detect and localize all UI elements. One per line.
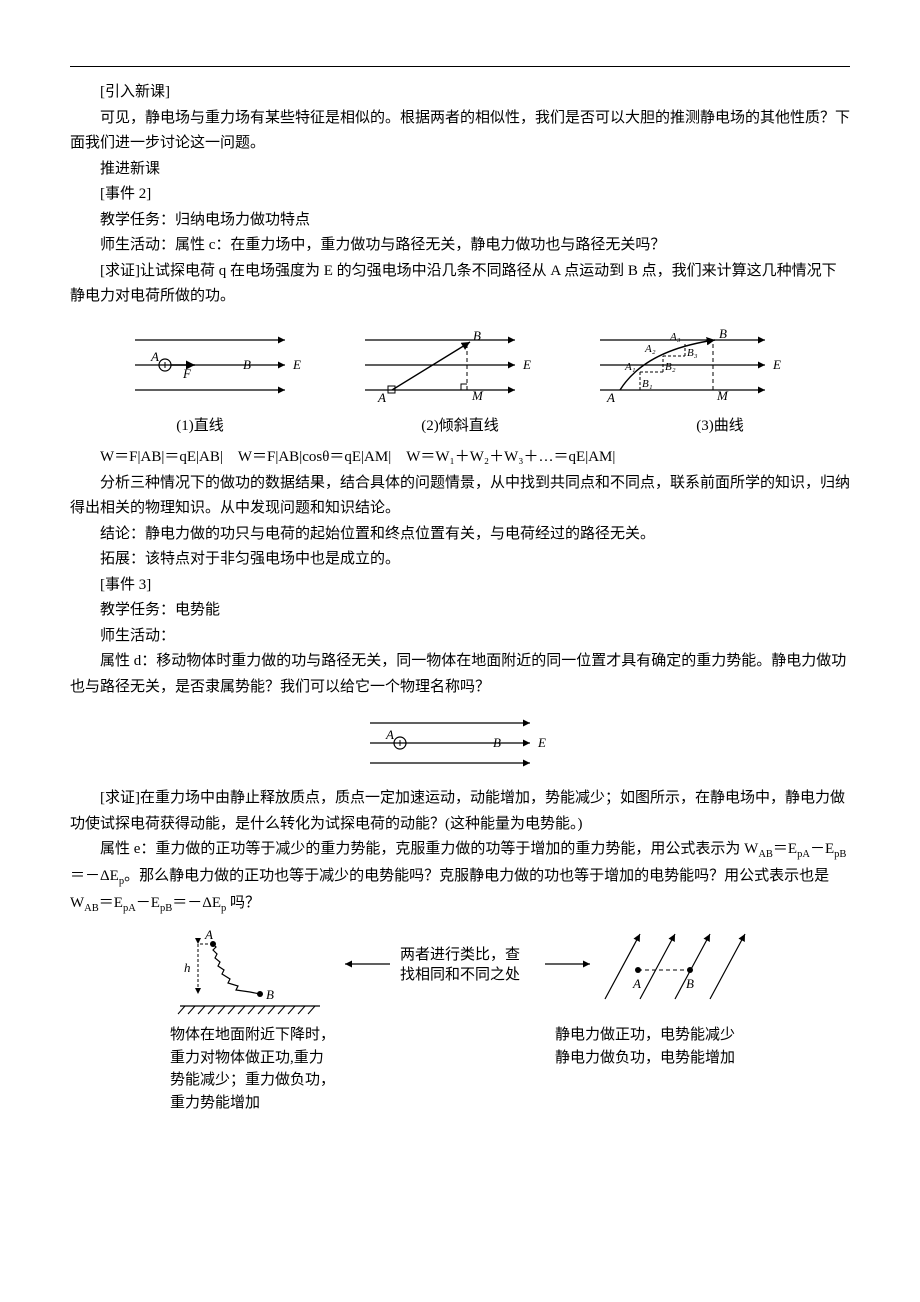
label-B: B (243, 357, 251, 372)
label-B: B (473, 328, 481, 343)
label-B1: B₁ (642, 378, 653, 390)
paragraph: [事件 2] (70, 182, 850, 208)
label-A2: A₂ (644, 343, 656, 355)
formula-line: W＝F|AB|＝qE|AB| W＝F|AB|cosθ＝qE|AM| W＝W₁＋W… (70, 445, 850, 471)
fig1-caption-1: (1)直线 (70, 414, 330, 440)
paragraph: 可见，静电场与重力场有某些特征是相似的。根据两者的相似性，我们是否可以大胆的推测… (70, 106, 850, 157)
label-M: M (716, 388, 729, 403)
p16-text: ＝E (773, 841, 797, 857)
p16-text: ＝E (99, 895, 123, 911)
label-A3: A₃ (669, 331, 681, 343)
label-h: h (184, 960, 191, 975)
p16-text: －E (136, 895, 160, 911)
paragraph: 结论：静电力做的功只与电荷的起始位置和终点位置有关，与电荷经过的路径无关。 (70, 522, 850, 548)
paragraph: [引入新课] (70, 80, 850, 106)
fig2-svg: A B E (350, 708, 570, 778)
p16-text: 吗？ (226, 895, 260, 911)
label-A: A (385, 727, 394, 742)
paragraph: 教学任务：电势能 (70, 598, 850, 624)
fig1-panel1: F A B E (115, 320, 315, 410)
label-A: A (377, 390, 386, 405)
paragraph: 属性 d：移动物体时重力做的功与路径无关，同一物体在地面附近的同一位置才具有确定… (70, 649, 850, 700)
paragraph: 教学任务：归纳电场力做功特点 (70, 208, 850, 234)
fig3-svg: A B h (150, 924, 770, 1134)
figure-row-1: F A B E A B M E (70, 320, 850, 410)
p16-text: 属性 e：重力做的正功等于减少的重力势能，克服重力做的功等于增加的重力势能，用公… (100, 841, 758, 857)
p16-sub: AB (758, 849, 773, 860)
fig3-left-caption: 物体在地面附近下降时， 重力对物体做正功,重力 势能减少；重力做负功， 重力势能… (170, 1024, 370, 1114)
paragraph-p16: 属性 e：重力做的正功等于减少的重力势能，克服重力做的功等于增加的重力势能，用公… (70, 837, 850, 918)
label-A: A (150, 349, 159, 364)
figure-2: A B E (70, 708, 850, 778)
label-B: B (493, 735, 501, 750)
label-E: E (537, 735, 546, 750)
fig1-caption-3: (3)曲线 (590, 414, 850, 440)
paragraph: [求证]让试探电荷 q 在电场强度为 E 的匀强电场中沿几条不同路径从 A 点运… (70, 259, 850, 310)
paragraph: 师生活动：属性 c：在重力场中，重力做功与路径无关，静电力做功也与路径无关吗？ (70, 233, 850, 259)
document-page: [引入新课] 可见，静电场与重力场有某些特征是相似的。根据两者的相似性，我们是否… (0, 0, 920, 1302)
p16-sub: pA (123, 903, 136, 914)
fig3-center: 两者进行类比，查 找相同和不同之处 (345, 946, 590, 983)
p16-text: ＝－ΔE (70, 868, 119, 884)
fig3-right: A B (605, 934, 745, 999)
label-B3: B₃ (687, 347, 698, 359)
fig1-captions: (1)直线 (2)倾斜直线 (3)曲线 (70, 414, 850, 440)
p16-text: －E (810, 841, 834, 857)
label-E: E (772, 357, 781, 372)
fig3-center-text2: 找相同和不同之处 (400, 966, 520, 983)
fig3-left: A B h (178, 927, 320, 1014)
paragraph: [求证]在重力场中由静止释放质点，质点一定加速运动，动能增加，势能减少；如图所示… (70, 786, 850, 837)
label-F: F (182, 366, 192, 381)
figure-3: A B h (70, 924, 850, 1134)
paragraph: 分析三种情况下的做功的数据结果，结合具体的问题情景，从中找到共同点和不同点，联系… (70, 471, 850, 522)
p16-text: ＝－ΔE (172, 895, 221, 911)
label-B2: B₂ (665, 361, 676, 373)
paragraph: 推进新课 (70, 157, 850, 183)
paragraph: 拓展：该特点对于非匀强电场中也是成立的。 (70, 547, 850, 573)
label-A: A (632, 976, 641, 991)
fig1-panel2: A B M E (345, 320, 555, 410)
fig3-center-text1: 两者进行类比，查 (400, 946, 520, 963)
label-A: A (606, 390, 615, 405)
p16-sub: pB (834, 849, 846, 860)
paragraph: 师生活动： (70, 624, 850, 650)
p16-sub: AB (84, 903, 99, 914)
label-A1: A₁ (624, 361, 636, 373)
fig3-right-caption: 静电力做正功，电势能减少 静电力做负功，电势能增加 (555, 1024, 770, 1069)
label-A: A (204, 927, 213, 942)
paragraph: [事件 3] (70, 573, 850, 599)
p16-sub: pB (160, 903, 172, 914)
p16-sub: pA (797, 849, 810, 860)
label-B: B (686, 976, 694, 991)
label-B: B (719, 326, 727, 341)
fig1-panel3: A B M A₁ A₂ A₃ B₁ B₂ B₃ E (585, 320, 805, 410)
label-B: B (266, 987, 274, 1002)
label-E: E (292, 357, 301, 372)
label-E: E (522, 357, 531, 372)
label-M: M (471, 388, 484, 403)
fig1-caption-2: (2)倾斜直线 (330, 414, 590, 440)
